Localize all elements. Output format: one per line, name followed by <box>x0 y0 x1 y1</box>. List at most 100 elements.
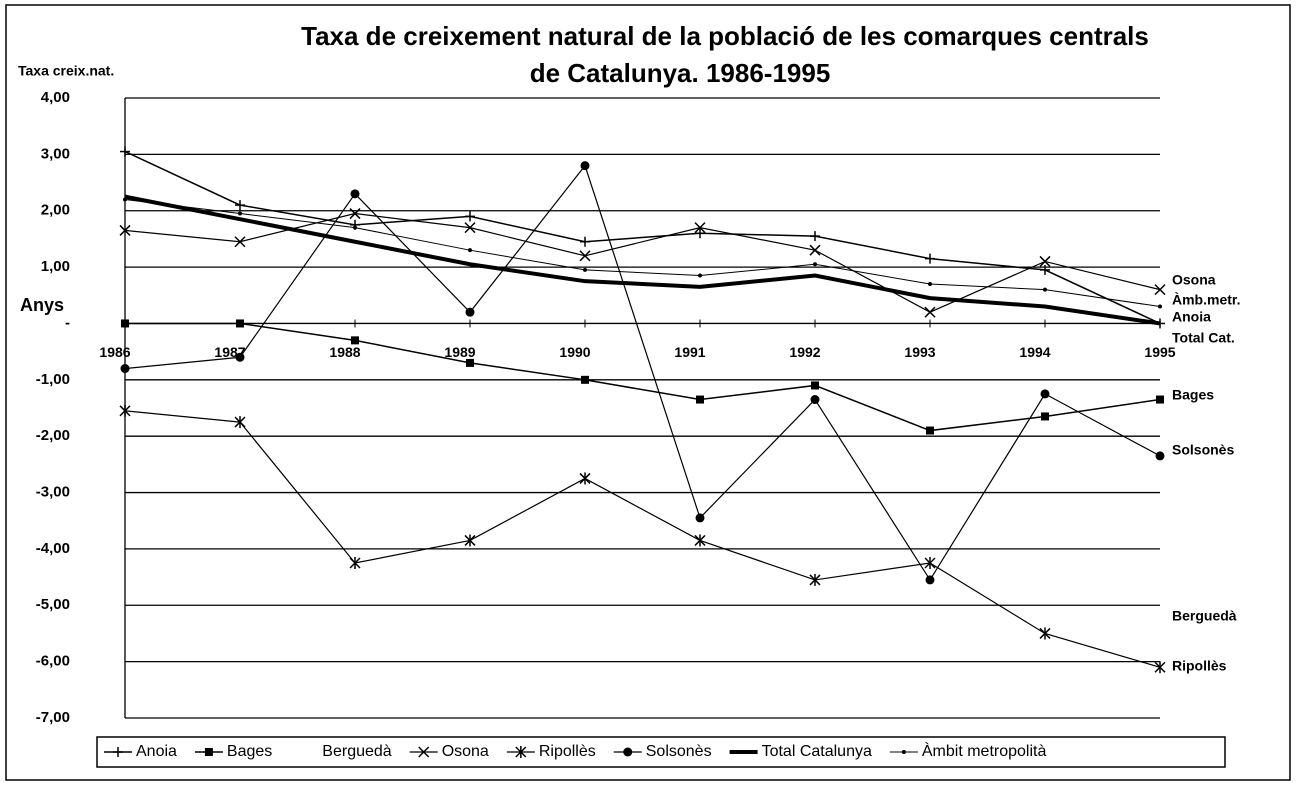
legend-label: Solsonès <box>646 743 712 760</box>
marker <box>235 200 245 211</box>
marker-part <box>1040 389 1050 399</box>
y-tick-label: - <box>65 314 70 331</box>
marker <box>581 375 589 384</box>
marker-part <box>1043 287 1047 292</box>
x-tick-label: 1992 <box>789 344 820 360</box>
marker <box>924 306 936 318</box>
marker-part <box>926 426 934 435</box>
y-tick-label: -7,00 <box>36 709 70 726</box>
marker <box>121 319 129 328</box>
marker <box>580 236 590 247</box>
y-tick-label: -3,00 <box>36 484 70 501</box>
marker-part <box>811 381 819 390</box>
marker <box>235 352 245 362</box>
marker-part <box>350 189 360 199</box>
legend-label: Ripollès <box>539 743 596 760</box>
marker <box>1154 661 1166 674</box>
marker-part <box>698 273 702 278</box>
x-tick-label: 1990 <box>559 344 590 360</box>
marker <box>515 746 527 758</box>
x-tick-label: 1995 <box>1144 344 1175 360</box>
marker <box>1039 255 1051 267</box>
marker-part <box>234 236 246 248</box>
y-tick-label: -6,00 <box>36 653 70 670</box>
marker-part <box>464 222 476 234</box>
marker-part <box>1155 451 1165 461</box>
marker <box>204 748 213 756</box>
marker-part <box>579 250 591 262</box>
marker <box>924 557 936 569</box>
legend-label: Berguedà <box>322 743 391 760</box>
marker-part <box>238 211 242 216</box>
marker <box>120 146 130 157</box>
marker <box>580 161 590 171</box>
marker <box>350 189 360 199</box>
marker <box>694 534 706 547</box>
marker <box>696 395 704 404</box>
legend-box <box>96 736 1226 768</box>
marker-part <box>418 746 430 758</box>
marker <box>353 225 357 230</box>
series-line <box>124 164 1161 582</box>
x-tick-label: 1994 <box>1019 344 1050 360</box>
chart-border <box>5 4 1291 781</box>
marker <box>811 381 819 390</box>
end-label: Total Cat. <box>1172 330 1235 346</box>
end-label: Osona <box>1172 272 1216 288</box>
marker-part <box>901 750 906 754</box>
marker-part <box>204 748 213 756</box>
end-label: Ripollès <box>1172 658 1227 674</box>
marker-part <box>466 358 474 367</box>
marker <box>113 747 123 757</box>
marker-part <box>583 267 587 272</box>
marker <box>465 307 475 317</box>
x-tick-label: 1986 <box>99 344 130 360</box>
marker <box>1040 264 1050 275</box>
x-tick-label: 1988 <box>329 344 360 360</box>
marker <box>238 211 242 216</box>
marker <box>464 534 476 547</box>
y-tick-label: 1,00 <box>41 258 70 275</box>
marker <box>579 250 591 262</box>
marker-part <box>353 225 357 230</box>
marker <box>695 228 705 239</box>
series-line <box>125 322 1161 432</box>
x-tick-label: 1993 <box>904 344 935 360</box>
marker <box>813 262 817 267</box>
marker <box>349 208 361 220</box>
marker <box>1043 287 1047 292</box>
marker-part <box>1158 304 1162 309</box>
marker-part <box>694 222 706 234</box>
end-label: Berguedà <box>1172 608 1237 624</box>
marker <box>925 575 935 585</box>
x-tick-label: 1991 <box>674 344 705 360</box>
marker <box>119 224 131 236</box>
marker <box>623 747 633 757</box>
series-line <box>124 194 1161 326</box>
end-label: Àmb.metr. <box>1172 292 1240 308</box>
marker-part <box>468 248 472 253</box>
x-axis-title: Anys <box>20 295 64 315</box>
marker-part <box>1154 284 1166 296</box>
marker <box>1040 389 1050 399</box>
marker <box>694 222 706 234</box>
marker-part <box>1156 395 1164 404</box>
chart-title: de Catalunya. 1986-1995 <box>530 58 831 88</box>
marker <box>351 336 359 345</box>
marker-part <box>809 244 821 256</box>
marker <box>418 746 430 758</box>
marker <box>466 358 474 367</box>
legend-label: Anoia <box>136 743 177 760</box>
chart-title: Taxa de creixement natural de la poblaci… <box>301 21 1149 51</box>
y-tick-label: 4,00 <box>41 89 70 106</box>
marker-part <box>1041 412 1049 421</box>
marker <box>810 231 820 242</box>
marker-part <box>813 262 817 267</box>
legend-label: Osona <box>442 743 489 760</box>
marker <box>583 267 587 272</box>
end-label: Bages <box>1172 387 1214 403</box>
y-tick-label: -2,00 <box>36 427 70 444</box>
legend-label: Àmbit metropolità <box>922 741 1047 760</box>
marker-part <box>580 161 590 171</box>
marker-part <box>928 282 932 286</box>
